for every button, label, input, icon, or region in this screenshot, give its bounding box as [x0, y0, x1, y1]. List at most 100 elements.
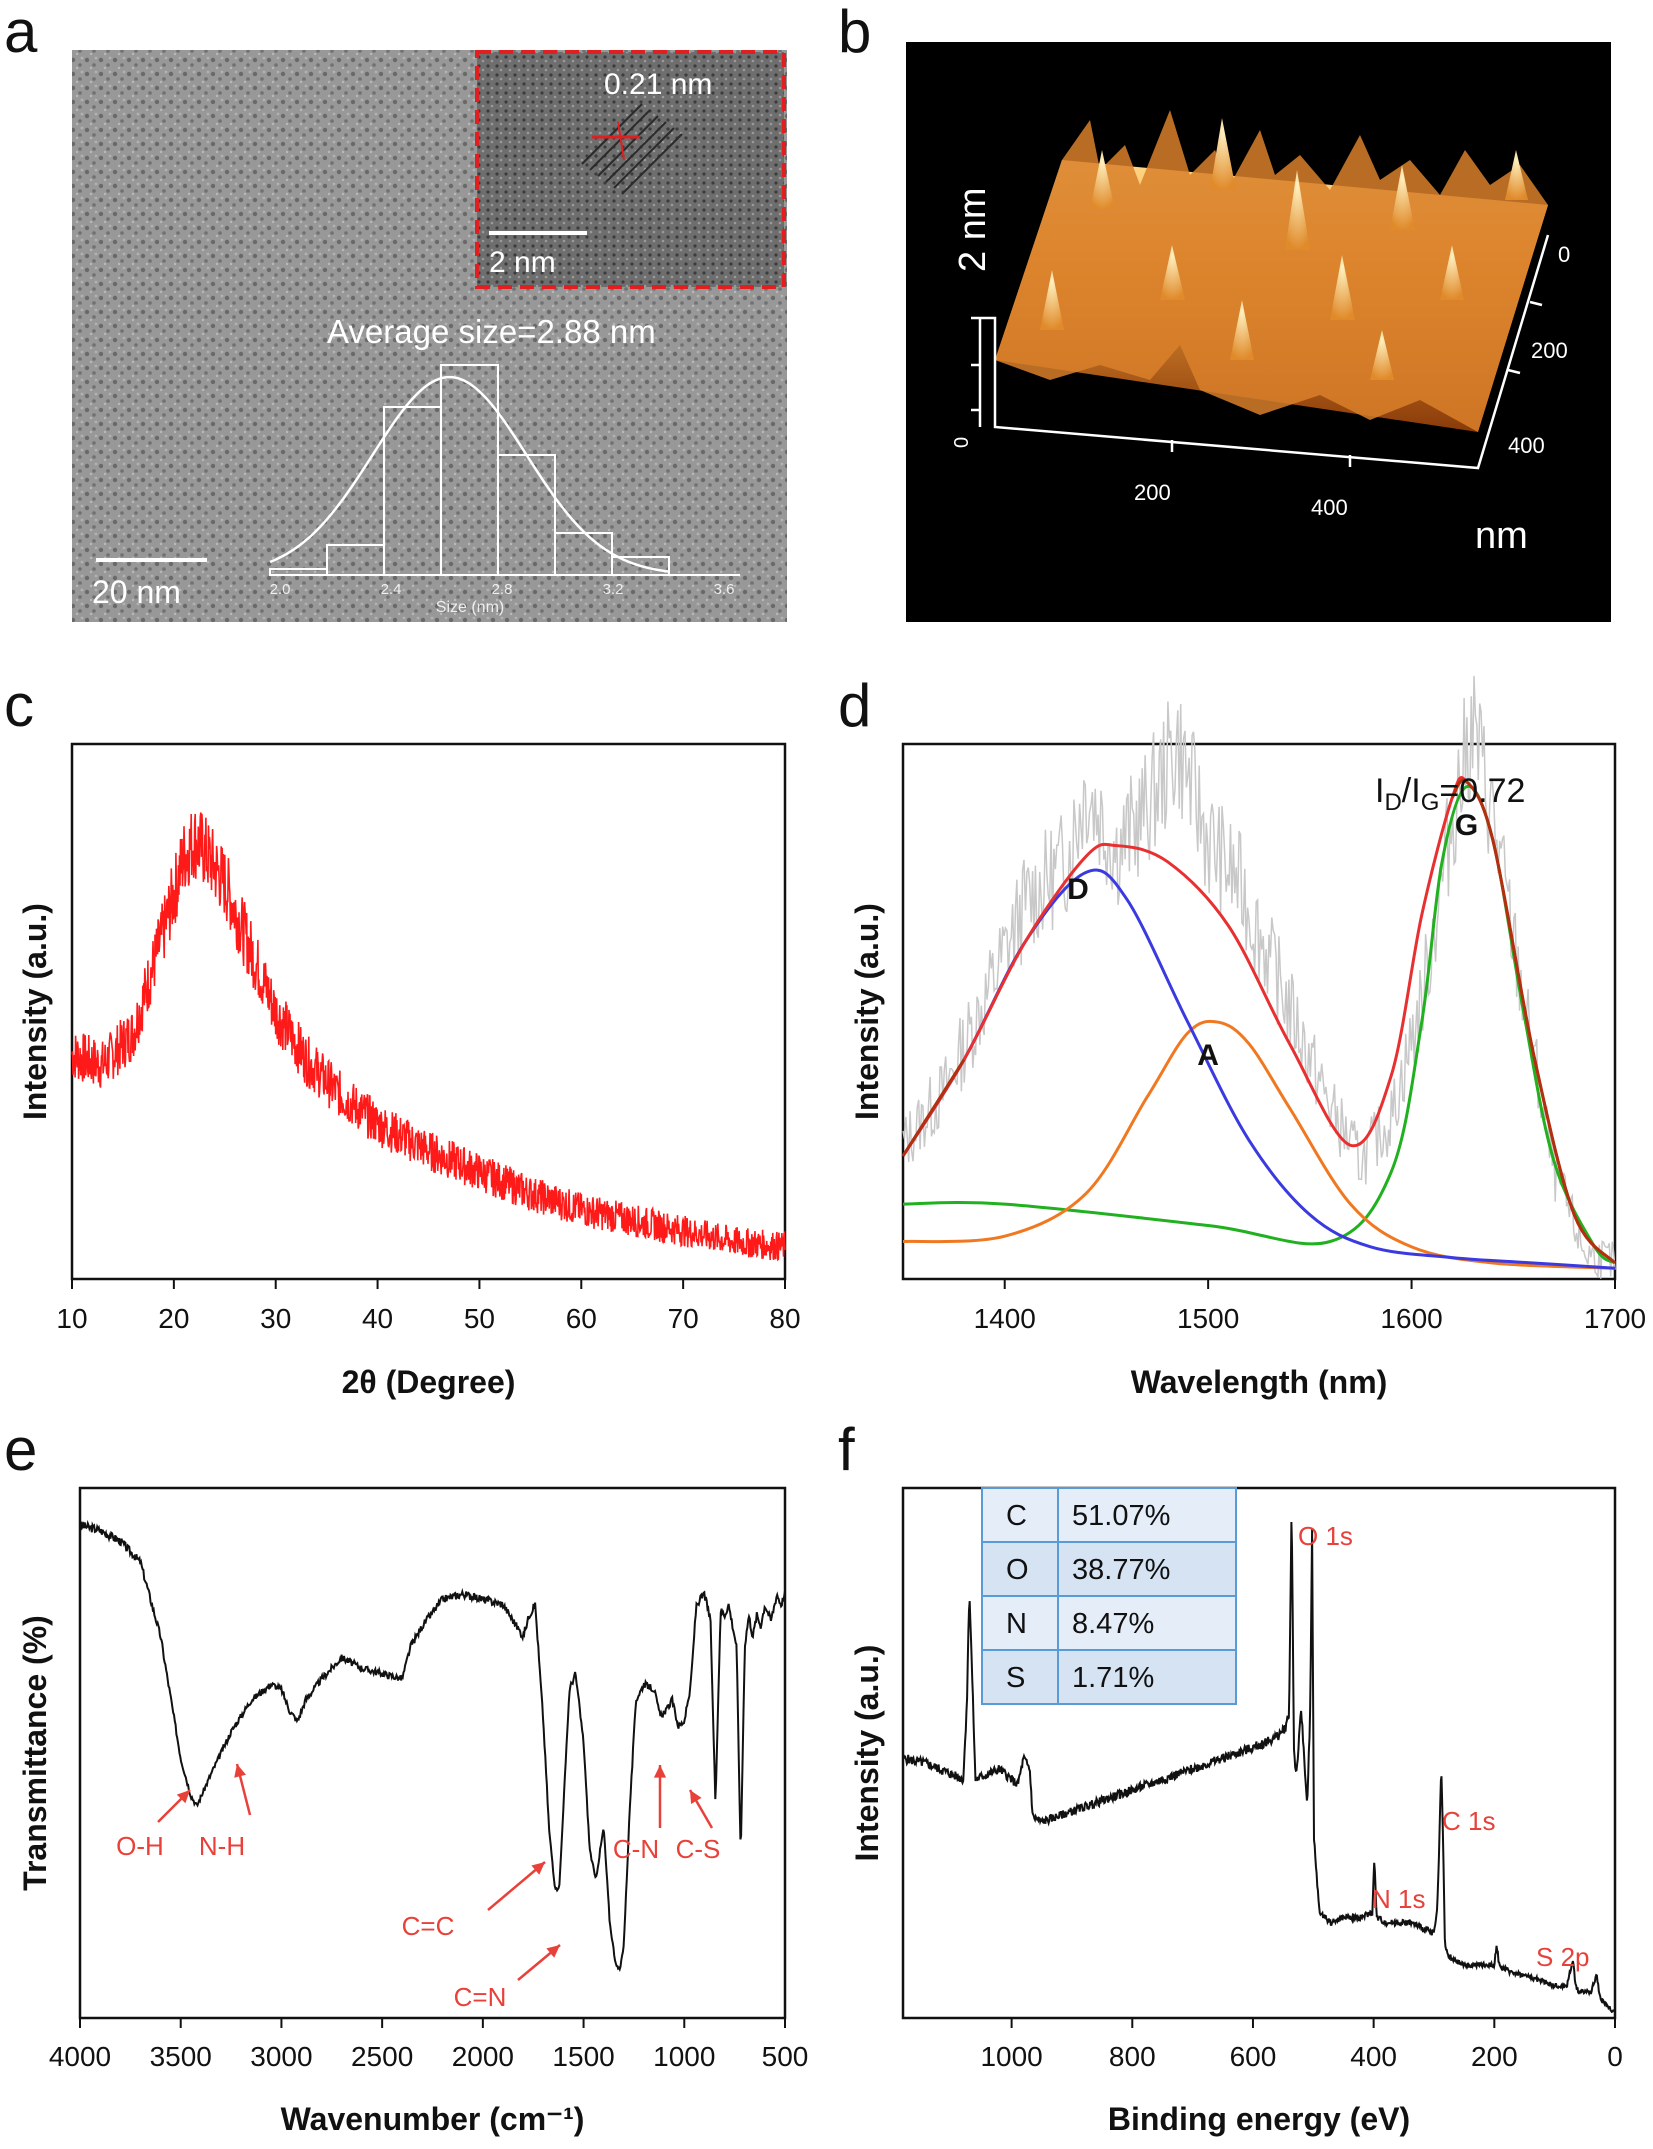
- table-cell-element: O: [1006, 1554, 1029, 1586]
- y-axis-label: Transmittance (%): [17, 1615, 53, 1891]
- afm-unit-label: nm: [1475, 515, 1528, 557]
- panel-letter-f: f: [838, 1416, 855, 1483]
- xrd-chart: 10 20 30 40 50 60 70 80 2θ (Degree) Intensity (a.…: [17, 742, 801, 1400]
- ftir-peak-label: C-S: [676, 1834, 721, 1864]
- hrtem-inset: [477, 52, 784, 287]
- plot-frame: [78, 1486, 787, 2020]
- x-tick-label: 2000: [452, 2041, 514, 2072]
- afm-x-tick-2: 400: [1311, 495, 1348, 520]
- x-tick-label: 600: [1230, 2041, 1277, 2072]
- histogram-tick: 2.4: [381, 581, 402, 598]
- histogram-bar: [611, 556, 670, 576]
- x-tick-label: 1000: [653, 2041, 715, 2072]
- raman-band-label: G: [1455, 809, 1478, 842]
- raman-band-label: A: [1197, 1039, 1219, 1072]
- histogram-tick: 2.8: [492, 581, 513, 598]
- x-axis-label: Wavenumber (cm⁻¹): [281, 2101, 585, 2137]
- x-tick-label: 800: [1109, 2041, 1156, 2072]
- afm-y-tick-0: 0: [1558, 242, 1570, 267]
- panel-letter-c: c: [4, 672, 34, 739]
- x-tick-label: 1500: [1177, 1303, 1239, 1334]
- panel-letter-e: e: [4, 1416, 38, 1483]
- x-tick-label: 1600: [1380, 1303, 1442, 1334]
- inset-scale-label: 2 nm: [489, 246, 556, 279]
- x-tick-label: 400: [1350, 2041, 1397, 2072]
- ftir-series-line: [79, 1519, 786, 1972]
- x-tick-label: 70: [668, 1303, 699, 1334]
- tem-image: 0.21 nm 2 nm Average size=2.88 nm 2.0 2.4…: [72, 50, 787, 622]
- x-tick-label: 1400: [974, 1303, 1036, 1334]
- table-row: [981, 1595, 1237, 1651]
- xps-peak-label: N 1s: [1372, 1884, 1425, 1914]
- xrd-series-line: [71, 812, 786, 1262]
- average-size-label: Average size=2.88 nm: [327, 313, 656, 350]
- y-axis-label: Intensity (a.u.): [849, 1645, 885, 1862]
- x-tick-label: 1700: [1584, 1303, 1646, 1334]
- plot-frame: [901, 742, 1617, 1281]
- x-tick-label: 20: [158, 1303, 189, 1334]
- y-axis-label: Intensity (a.u.): [17, 903, 53, 1120]
- raman-fit-overlap-left: [901, 1058, 966, 1157]
- id-ig-ratio-label: ID/IG=0.72: [1375, 772, 1525, 816]
- ftir-arrowhead: [653, 1765, 667, 1778]
- table-cell-element: C: [1006, 1500, 1027, 1532]
- plot-frame: [901, 1486, 1617, 2020]
- ftir-arrowhead: [690, 1790, 702, 1804]
- histogram-tick: 2.0: [270, 581, 291, 598]
- ftir-arrowhead: [531, 1862, 545, 1875]
- main-scale-label: 20 nm: [92, 574, 181, 610]
- x-tick-label: 0: [1607, 2041, 1623, 2072]
- raman-fit-overlap-right: [1450, 778, 1617, 1265]
- raman-fit-a: [902, 1019, 1616, 1270]
- x-tick-label: 4000: [49, 2041, 111, 2072]
- histogram-xlabel: Size (nm): [436, 599, 504, 616]
- panel-letter-b: b: [838, 0, 872, 65]
- ftir-peak-label: C=N: [454, 1982, 507, 2012]
- afm-peaks: [1040, 118, 1528, 380]
- table-cell-content: 1.71%: [1072, 1662, 1154, 1694]
- xps-peak-label: O 1s: [1298, 1521, 1353, 1551]
- raman-raw-spectrum: [902, 675, 1616, 1279]
- afm-x-tick-1: 200: [1134, 480, 1171, 505]
- raman-chart: 1400 1500 1600 1700 Wavelength (nm) Intensity…: [849, 675, 1646, 1400]
- x-tick-label: 3500: [150, 2041, 212, 2072]
- x-tick-label: 2500: [351, 2041, 413, 2072]
- x-axis-label: Wavelength (nm): [1131, 1364, 1388, 1400]
- afm-z-zero: 0: [951, 437, 973, 448]
- element-composition-table: C 51.07% O 38.77% N 8.47% S 1.71%: [981, 1487, 1237, 1705]
- afm-y-tick-1: 200: [1531, 338, 1568, 363]
- raman-band-label: D: [1067, 873, 1089, 906]
- table-cell-element: N: [1006, 1608, 1027, 1640]
- raman-fit-g: [902, 784, 1616, 1265]
- panel-letter-a: a: [4, 0, 38, 65]
- table-cell-content: 8.47%: [1072, 1608, 1154, 1640]
- xps-peak-label: C 1s: [1442, 1806, 1495, 1836]
- ftir-arrowhead: [546, 1945, 560, 1958]
- histogram-tick: 3.2: [603, 581, 624, 598]
- table-cell-content: 38.77%: [1072, 1554, 1170, 1586]
- histogram-gaussian-fit: [269, 375, 670, 573]
- x-axis-label: 2θ (Degree): [342, 1364, 516, 1400]
- table-cell-content: 51.07%: [1072, 1500, 1170, 1532]
- x-tick-label: 500: [762, 2041, 809, 2072]
- x-tick-label: 1000: [980, 2041, 1042, 2072]
- afm-y-tick-2: 400: [1508, 433, 1545, 458]
- afm-axes: [971, 234, 1550, 470]
- x-tick-label: 200: [1471, 2041, 1518, 2072]
- plot-frame: [70, 742, 787, 1281]
- x-tick-label: 3000: [250, 2041, 312, 2072]
- ftir-peak-label: C=C: [402, 1911, 455, 1941]
- x-tick-label: 40: [362, 1303, 393, 1334]
- ftir-peak-label: C-N: [613, 1834, 659, 1864]
- histogram-tick: 3.6: [714, 581, 735, 598]
- table-row: [981, 1649, 1237, 1705]
- afm-z-label: 2 nm: [952, 188, 994, 272]
- size-histogram: 2.0 2.4 2.8 3.2 3.6 Size (nm): [269, 364, 740, 616]
- ftir-peak-label: N-H: [199, 1831, 245, 1861]
- x-axis-label: Binding energy (eV): [1108, 2101, 1410, 2137]
- afm-image: 2 nm 0 200 400 0 200 400 nm: [906, 42, 1611, 622]
- inset-border: [475, 50, 786, 289]
- xps-chart: 1000 800 600 400 200 0 Binding energy (eV) Inte…: [849, 1486, 1623, 2137]
- panel-letter-d: d: [838, 672, 872, 739]
